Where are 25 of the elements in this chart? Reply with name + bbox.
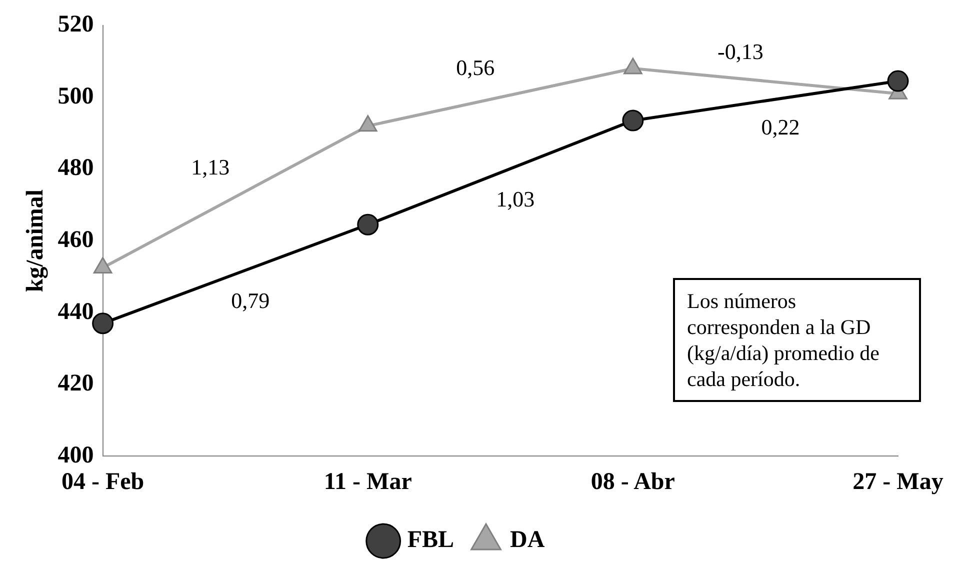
point bbox=[624, 58, 642, 74]
y-tick-label: 500 bbox=[58, 83, 94, 110]
point bbox=[92, 312, 114, 334]
point bbox=[357, 214, 379, 236]
x-tick-label: 11 - Mar bbox=[324, 468, 412, 495]
x-tick-label: 04 - Feb bbox=[61, 468, 144, 495]
annotation: 0,22 bbox=[761, 114, 800, 140]
annotation: Los números corresponden a la GD (kg/a/día) promedio de cada período. bbox=[673, 278, 921, 402]
annotation: 1,03 bbox=[496, 186, 535, 212]
y-tick-label: 400 bbox=[58, 442, 94, 468]
y-tick-label: 480 bbox=[58, 155, 94, 182]
y-tick-label: 440 bbox=[58, 298, 94, 325]
legend-label: DA bbox=[510, 527, 546, 554]
annotation: 0,56 bbox=[456, 54, 495, 80]
annotation: -0,13 bbox=[718, 38, 764, 64]
annotation: 0,79 bbox=[231, 288, 270, 313]
y-tick-label: 520 bbox=[58, 12, 94, 38]
annotation: 1,13 bbox=[191, 154, 230, 180]
point bbox=[358, 115, 378, 132]
y-axis-title: kg/animal bbox=[22, 189, 49, 292]
legend-label: FBL bbox=[407, 527, 454, 554]
y-tick-label: 420 bbox=[58, 370, 94, 397]
x-tick-label: 27 - May bbox=[852, 468, 944, 495]
y-tick-label: 460 bbox=[58, 227, 94, 254]
x-tick-label: 08 - Abr bbox=[590, 468, 676, 495]
